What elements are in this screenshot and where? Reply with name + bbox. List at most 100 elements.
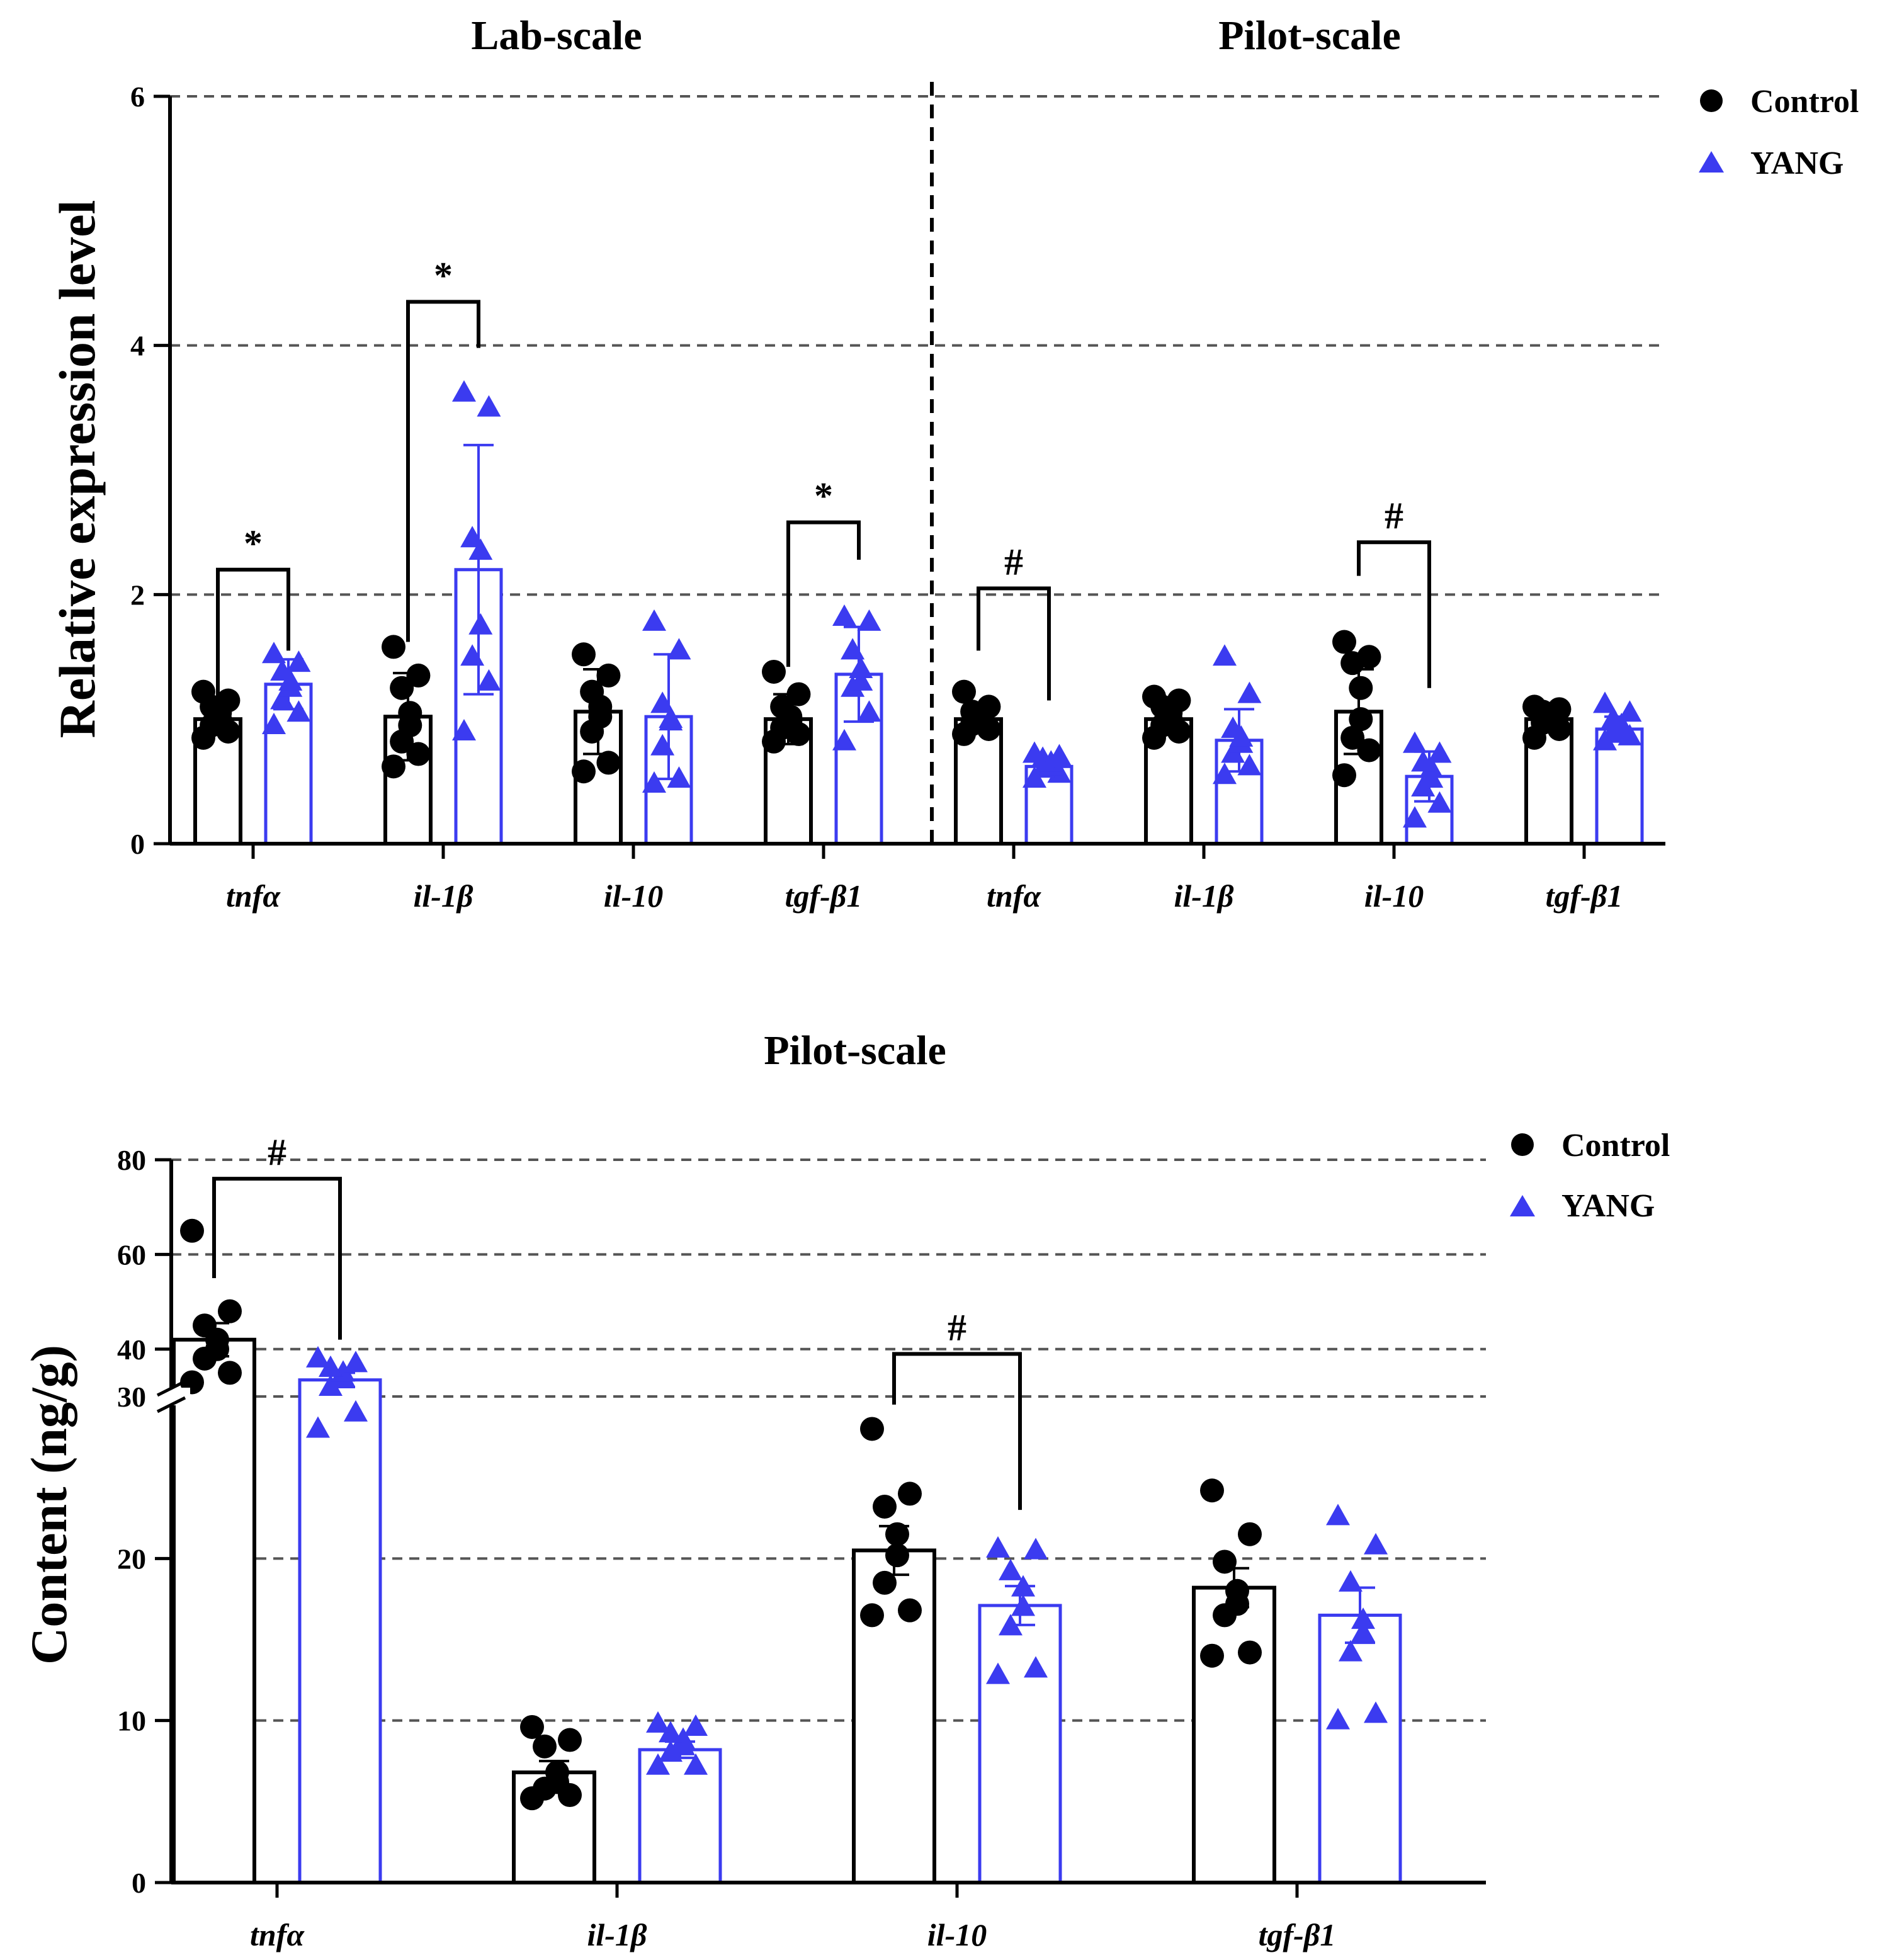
point-yang-tnf-0-2 — [319, 1374, 343, 1396]
point-yang-il-10-6-7 — [1403, 731, 1427, 753]
point-control-il-1-1-7 — [520, 1714, 544, 1739]
point-yang-il-1-5-6 — [1237, 681, 1262, 703]
point-yang-tnf-0-7 — [262, 642, 286, 664]
bottom-points — [180, 1218, 1388, 1811]
point-yang-il-10-2-0 — [642, 771, 666, 793]
point-yang-tnf-0-1 — [344, 1400, 368, 1422]
significance-bracket-1 — [892, 1352, 1022, 1510]
point-control-il-10-2-0 — [860, 1603, 884, 1628]
significance-bracket-3 — [977, 586, 1051, 701]
point-yang-il-10-2-3 — [1011, 1594, 1035, 1616]
point-control-il-10-2-7 — [572, 642, 596, 667]
point-yang-tgf-1-3-0 — [832, 728, 856, 751]
point-yang-tgf-1-3-2 — [1339, 1640, 1363, 1662]
point-yang-il-10-2-1 — [667, 766, 691, 788]
point-yang-il-1-1-5 — [460, 526, 485, 548]
point-control-il-10-6-0 — [1332, 763, 1356, 788]
point-control-tgf-1-3-5 — [770, 694, 795, 719]
y-tick-label-10: 10 — [117, 1705, 146, 1737]
point-control-tgf-1-3-4 — [1225, 1578, 1249, 1603]
legend-control-label: Control — [1750, 84, 1859, 120]
point-control-il-10-2-1 — [898, 1598, 922, 1623]
point-control-tgf-1-3-5 — [1213, 1549, 1237, 1574]
x-tick-label-il-1-5: il-1β — [1174, 878, 1233, 914]
point-yang-il-1-1-0 — [646, 1753, 670, 1775]
axis-break-mark-lower — [156, 1396, 186, 1413]
point-yang-il-10-6-0 — [1403, 806, 1427, 828]
point-yang-tgf-1-3-1 — [857, 700, 881, 722]
point-control-tgf-1-3-0 — [1200, 1643, 1224, 1668]
point-yang-il-1-1-6 — [684, 1714, 708, 1736]
point-yang-il-1-1-1 — [684, 1753, 708, 1775]
y-tick-label-30: 30 — [117, 1381, 146, 1413]
point-control-tnf-4-7 — [952, 679, 976, 704]
point-control-tgf-1-7-7 — [1522, 694, 1546, 719]
significance-symbol-3: # — [1004, 541, 1023, 582]
point-yang-tnf-0-5 — [319, 1355, 343, 1377]
point-yang-il-1-5-1 — [1237, 754, 1262, 776]
point-yang-il-1-1-7 — [452, 380, 476, 402]
point-control-il-10-2-6 — [596, 663, 621, 688]
x-tick-label-il-1-1: il-1β — [413, 878, 473, 914]
point-yang-il-1-1-7 — [646, 1711, 670, 1733]
point-yang-tgf-1-3-6 — [857, 609, 881, 631]
top-points — [191, 380, 1642, 828]
legend-control-marker — [1511, 1133, 1534, 1156]
point-yang-tnf-0-6 — [344, 1351, 368, 1373]
top-axes: 0 2 4 6 tnfα il-1β il-10 tgf-β1 tnfα il-1β il-10 tg… — [130, 81, 1665, 914]
bottom-chart: Pilot-scale Content (ng/g) ## 0102030406… — [20, 1028, 1670, 1952]
point-yang-il-10-2-4 — [1011, 1575, 1035, 1597]
point-yang-il-10-2-6 — [1024, 1538, 1048, 1560]
point-yang-il-10-2-2 — [999, 1614, 1023, 1636]
point-control-il-10-2-7 — [860, 1417, 884, 1441]
significance-symbol-4: # — [1385, 495, 1403, 536]
point-yang-tgf-1-3-4 — [1351, 1607, 1375, 1629]
point-yang-il-1-1-2 — [460, 644, 485, 666]
point-control-tnf-0-6 — [218, 1299, 242, 1323]
point-yang-tnf-0-5 — [270, 659, 295, 681]
point-control-tgf-1-3-6 — [1238, 1522, 1262, 1546]
bar-yang-tgf-1-3 — [1318, 1613, 1402, 1884]
point-yang-tnf-0-0 — [262, 713, 286, 735]
point-yang-tnf-0-7 — [306, 1345, 330, 1368]
point-yang-tgf-1-3-4 — [849, 657, 873, 679]
point-control-il-10-2-2 — [873, 1570, 897, 1595]
axis-break-gap — [152, 1388, 190, 1405]
bottom-bars — [172, 1322, 1402, 1885]
x-tick-label-tgf-1-7: tgf-β1 — [1546, 878, 1623, 914]
point-yang-il-1-5-5 — [1221, 716, 1245, 738]
top-gridlines — [170, 95, 1665, 596]
y-tick-label-2: 2 — [130, 579, 145, 611]
point-yang-il-1-1-4 — [468, 538, 493, 560]
point-control-il-10-6-3 — [1349, 707, 1373, 732]
point-control-tnf-0-7 — [180, 1218, 204, 1243]
bar-control-tgf-1-3 — [1192, 1585, 1276, 1884]
point-control-il-10-2-0 — [572, 759, 596, 784]
point-yang-tgf-1-3-5 — [1339, 1570, 1363, 1592]
point-yang-il-10-2-2 — [650, 734, 675, 756]
legend-yang-marker — [1699, 151, 1724, 173]
point-yang-tgf-1-3-6 — [1364, 1532, 1388, 1555]
top-y-axis-label: Relative expression level — [48, 200, 106, 739]
point-yang-il-10-2-5 — [650, 691, 675, 713]
point-control-il-10-2-4 — [885, 1522, 909, 1546]
legend-control-marker — [1700, 89, 1723, 112]
point-yang-tnf-0-1 — [286, 700, 311, 722]
point-control-il-1-5-7 — [1142, 684, 1166, 709]
significance-bracket-1 — [406, 300, 480, 642]
point-control-il-10-6-1 — [1357, 738, 1381, 762]
point-control-il-1-1-6 — [558, 1728, 582, 1752]
x-tick-label-tnf-0: tnfα — [226, 878, 281, 914]
point-yang-il-10-2-0 — [986, 1662, 1010, 1684]
point-control-il-1-1-4 — [545, 1760, 569, 1785]
axis-break-mark-upper — [156, 1379, 186, 1397]
point-yang-il-10-2-7 — [642, 609, 666, 631]
significance-bracket-0 — [216, 567, 290, 713]
legend-yang-label: YANG — [1750, 145, 1844, 181]
point-control-il-10-2-1 — [596, 751, 621, 775]
point-control-il-1-1-1 — [406, 742, 431, 766]
point-control-il-1-1-5 — [390, 676, 414, 700]
bar-yang-tnf-0 — [298, 1378, 382, 1884]
panel-title-pilot-scale: Pilot-scale — [1218, 13, 1401, 59]
